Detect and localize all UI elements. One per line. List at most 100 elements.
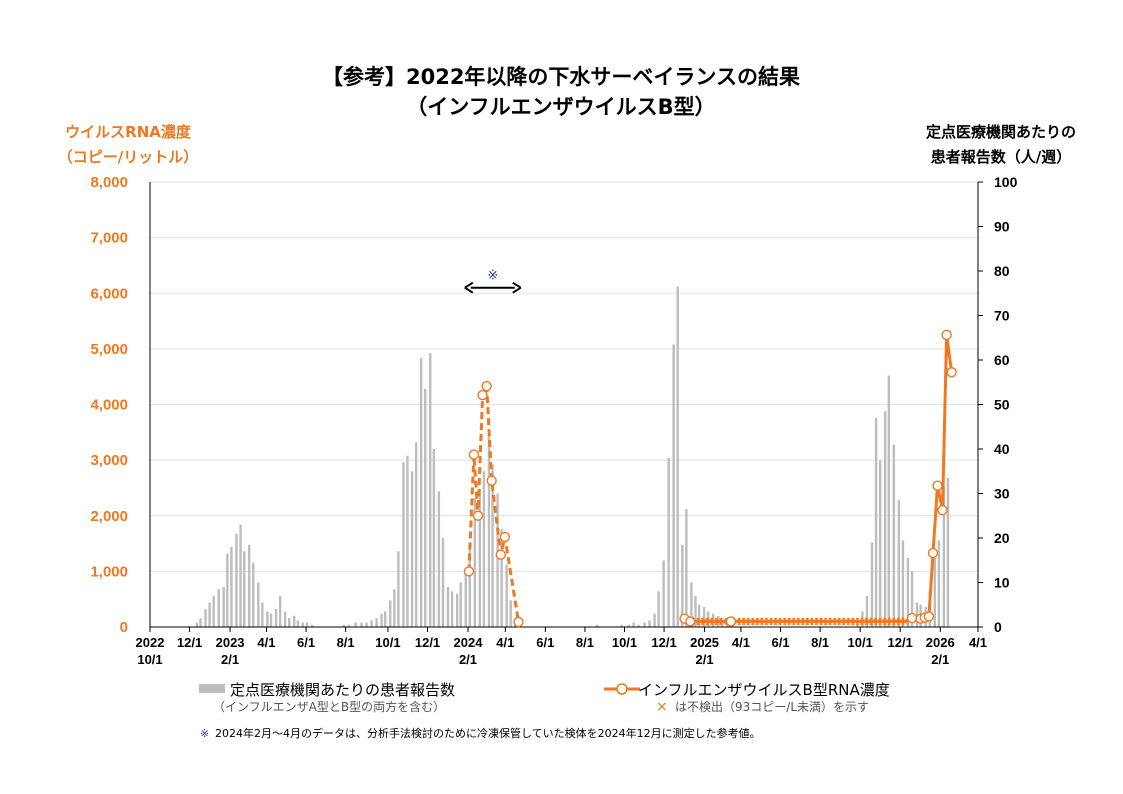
series-point: [932, 480, 943, 491]
series-point: [463, 566, 475, 577]
series-point: [927, 547, 939, 559]
x-tick-sublabel: 10/1: [137, 652, 162, 667]
bar: [901, 540, 905, 627]
bar: [883, 411, 887, 627]
bar: [450, 591, 454, 627]
bar: [627, 624, 630, 627]
bar: [389, 600, 392, 627]
bar: [266, 611, 269, 627]
bar: [375, 618, 378, 627]
legend-line-marker: [616, 683, 628, 695]
bar: [856, 624, 859, 627]
right-y-tick-label: 20: [994, 530, 1010, 546]
legend-line-sublabel: は不検出（93コピー/L未満）を示す: [675, 700, 869, 714]
bar: [874, 417, 878, 627]
bar: [384, 611, 387, 627]
series-point: [468, 449, 480, 460]
left-y-tick-label: 0: [120, 619, 128, 636]
legend-bar-label: 定点医療機関あたりの患者報告数: [230, 681, 455, 699]
bar: [676, 286, 679, 627]
x-tick-label: 2022: [136, 635, 165, 650]
bar: [887, 375, 891, 627]
footnote: ※ 2024年2月～4月のデータは、分析手法検討のために冷凍保管していた検体を2…: [200, 726, 761, 740]
bar: [239, 524, 242, 627]
bar: [942, 486, 946, 627]
right-y-tick-label: 60: [994, 352, 1010, 368]
bar: [410, 471, 414, 627]
bar: [487, 435, 491, 627]
left-y-tick-label: 3,000: [90, 452, 128, 469]
annotation-arrow-head-right: [512, 281, 522, 294]
bar: [235, 533, 238, 627]
plot-area: 0 1,000 2,000 3,000 4,000 5,000 6,000 7,000 8,00…: [90, 174, 1017, 667]
series-point: [499, 531, 511, 543]
x-tick-label: 10/1: [848, 635, 873, 650]
bar: [637, 624, 640, 627]
bar: [406, 455, 409, 627]
bar: [424, 388, 427, 627]
x-tick-sublabel: 2/1: [696, 652, 714, 667]
left-axis-title-line1: ウイルスRNA濃度: [65, 123, 192, 141]
bar: [222, 586, 225, 627]
bar: [380, 613, 383, 627]
bar: [261, 602, 264, 627]
left-axis-title-line2: （コピー/リットル）: [58, 148, 198, 166]
bar: [505, 564, 508, 627]
series-point: [495, 549, 506, 560]
bar: [865, 595, 869, 627]
legend: 定点医療機関あたりの患者報告数 （インフルエンザA型とB型の両方を含む） インフ…: [199, 681, 890, 715]
bar: [195, 622, 199, 627]
left-y-tick-label: 2,000: [90, 508, 128, 525]
bar: [653, 613, 656, 627]
bar: [473, 497, 477, 627]
chart-title: 【参考】2022年以降の下水サーベイランスの結果: [322, 65, 800, 89]
annotation-symbol: ※: [487, 269, 498, 284]
right-y-tick-label: 50: [994, 397, 1010, 413]
bar: [478, 489, 482, 627]
x-tick-sublabel: 2/1: [931, 652, 949, 667]
bar: [393, 589, 396, 627]
bar: [402, 462, 405, 627]
footnote-text: 2024年2月～4月のデータは、分析手法検討のために冷凍保管していた検体を202…: [215, 726, 761, 740]
legend-bar-sublabel: （インフルエンザA型とB型の両方を含む）: [213, 699, 445, 714]
bar: [459, 582, 462, 627]
not-detected-marker: [719, 617, 728, 626]
series-point: [486, 475, 497, 486]
legend-not-detected-symbol: ×: [656, 699, 668, 715]
series-point: [725, 616, 737, 627]
right-axis-title-line1: 定点医療機関あたりの: [926, 123, 1076, 141]
bar: [681, 544, 684, 627]
bar: [897, 500, 901, 627]
x-tick-sublabel: 2/1: [221, 652, 239, 667]
bar: [217, 589, 220, 627]
x-tick-label: 4/1: [496, 635, 514, 650]
bar: [892, 444, 896, 627]
bar: [620, 624, 623, 627]
x-tick-label: 8/1: [811, 635, 829, 650]
series-point: [472, 510, 484, 521]
bar: [429, 353, 432, 627]
bar: [288, 618, 291, 627]
series-point: [923, 611, 935, 622]
x-tick-label: 4/1: [257, 635, 275, 650]
right-y-tick-label: 80: [994, 263, 1010, 279]
bar: [672, 344, 675, 627]
right-y-tick-label: 0: [994, 619, 1002, 635]
x-tick-label: 2024: [454, 635, 484, 650]
x-tick-label: 10/1: [375, 635, 400, 650]
right-y-tick-label: 40: [994, 441, 1010, 457]
left-y-tick-label: 1,000: [90, 563, 128, 580]
bar: [419, 357, 423, 627]
x-tick-label: 10/1: [612, 635, 637, 650]
bar: [690, 582, 693, 627]
x-tick-label: 6/1: [297, 635, 315, 650]
series-point: [477, 389, 488, 401]
x-tick-label: 12/1: [888, 635, 913, 650]
x-tick-label: 6/1: [536, 635, 554, 650]
series-point: [946, 367, 957, 378]
bar: [437, 491, 441, 627]
bar: [342, 624, 346, 627]
left-y-tick-label: 6,000: [90, 285, 128, 302]
bar: [455, 593, 459, 627]
